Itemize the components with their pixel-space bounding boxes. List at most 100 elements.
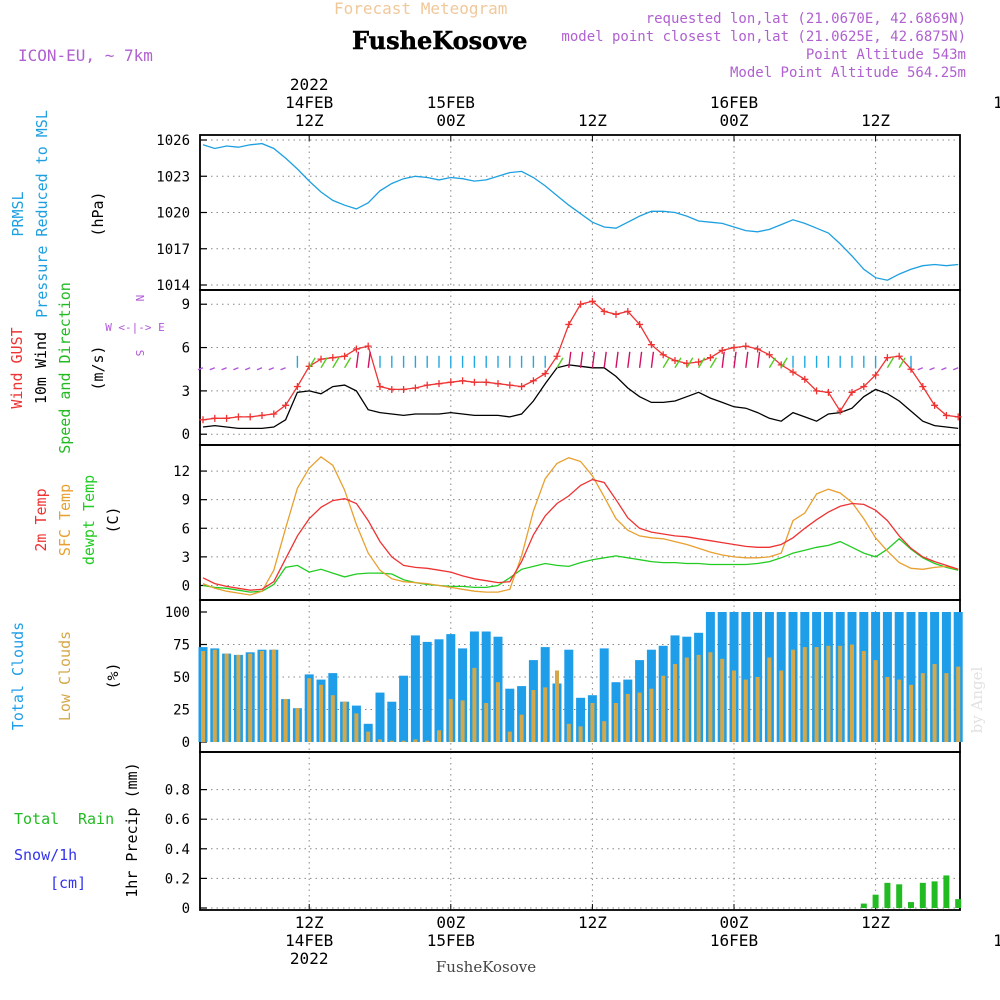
rain-bar [908, 902, 914, 908]
gust-marker [305, 362, 313, 370]
time-label-bottom: 12Z [295, 913, 324, 932]
gust-marker [565, 320, 573, 328]
low-cloud-bar [755, 677, 760, 742]
prmsl-label: PRMSL [9, 191, 27, 236]
wind-direction-arrow [367, 351, 371, 368]
low-cloud-bar [413, 739, 418, 742]
time-label-top: 14FEB [285, 93, 333, 112]
y-tick-label: 1026 [156, 133, 190, 149]
time-label-top: 2022 [290, 75, 329, 94]
gust-marker [954, 413, 962, 421]
y-tick-label: 0.4 [165, 842, 190, 858]
watermark: by Angel [968, 666, 986, 733]
gust-marker [801, 375, 809, 383]
gust-marker [400, 385, 408, 393]
low-cloud-bar [708, 652, 713, 742]
precip-unit: 1hr Precip (mm) [123, 762, 141, 897]
closest-coords: model point closest lon,lat (21.0625E, 4… [561, 29, 966, 45]
wind-direction-arrow [917, 367, 924, 371]
gust-marker [411, 384, 419, 392]
rain-bar [919, 882, 926, 908]
gust-marker [470, 378, 478, 386]
low-cloud-bar [956, 666, 961, 742]
gust-marker [447, 378, 455, 386]
wind-direction-arrow [197, 367, 204, 371]
wind-direction-arrow [898, 357, 906, 369]
low-cloud-bar [637, 692, 642, 742]
low-cloud-bar [496, 682, 500, 742]
wind-direction-arrow [615, 351, 619, 368]
gust-marker [246, 413, 254, 421]
rain-bar [943, 875, 950, 908]
wind-dir-label: Speed and Direction [56, 282, 74, 454]
low-cloud-bar [389, 740, 394, 742]
gust-marker [577, 300, 585, 308]
total-cloud-bar [375, 692, 385, 742]
gust-marker [329, 354, 337, 362]
gust-marker [718, 346, 726, 354]
y-tick-label: 3 [182, 384, 190, 400]
temp-dewpt-label: dewpt Temp [80, 475, 98, 565]
wind-gust-line [202, 300, 959, 421]
wind-direction-arrow [591, 351, 596, 368]
low-cloud-bar [861, 651, 866, 742]
total-cloud-bar [906, 612, 916, 742]
gust-marker [813, 387, 821, 395]
total-cloud-bar [576, 697, 586, 742]
gust-marker [612, 310, 620, 318]
sfc-temp-line [202, 455, 959, 596]
total-cloud-bar [446, 634, 456, 742]
low-cloud-bar [720, 658, 725, 742]
wind-direction-arrow [308, 357, 316, 369]
y-tick-label: 0.2 [165, 871, 190, 887]
wind-unit: (m/s) [89, 345, 107, 390]
y-tick-label: 12 [173, 464, 190, 480]
snow-unit: [cm] [50, 874, 86, 892]
time-label-bottom: 14FEB [285, 931, 333, 950]
time-label-bottom: 00Z [720, 913, 749, 932]
panel-frame [199, 444, 961, 601]
low-cloud-bar [838, 645, 843, 742]
time-label-bottom: 16FEB [710, 931, 758, 950]
rain-bar [896, 884, 903, 908]
wind-direction-arrow [756, 351, 761, 368]
gust-marker [600, 307, 608, 315]
wind-direction-arrow [343, 357, 352, 369]
low-cloud-bar [590, 703, 595, 742]
gust-marker [388, 385, 396, 393]
low-cloud-bar [507, 731, 512, 742]
low-cloud-bar [212, 649, 217, 742]
low-cloud-bar [319, 684, 323, 742]
wind-10m-label: 10m Wind [32, 332, 50, 404]
gust-marker [659, 351, 667, 359]
rain-label: Rain [78, 810, 114, 828]
gust-marker [270, 410, 278, 418]
gust-marker [931, 401, 939, 409]
y-tick-label: 25 [173, 703, 190, 719]
low-cloud-bar [295, 708, 300, 742]
y-tick-label: 75 [173, 638, 190, 654]
y-tick-label: 9 [182, 493, 190, 509]
model-altitude: Model Point Altitude 564.25m [730, 65, 966, 81]
low-cloud-bar [437, 730, 441, 742]
gust-marker [860, 383, 868, 391]
y-tick-label: 3 [182, 550, 190, 566]
panel-frame [199, 751, 961, 911]
wind-direction-arrow [686, 357, 694, 369]
gust-marker [494, 380, 502, 388]
temp-2m-line [202, 478, 959, 591]
gust-marker [435, 380, 443, 388]
y-tick-label: 50 [173, 670, 190, 686]
rain-bar [884, 882, 891, 908]
y-tick-label: 1014 [156, 278, 190, 294]
gust-marker [730, 344, 738, 352]
total-cloud-bar [399, 675, 409, 742]
y-tick-label: 0.6 [165, 812, 190, 828]
wind-direction-arrow [268, 367, 275, 371]
gust-marker [211, 414, 219, 422]
gust-marker [459, 377, 467, 385]
wind-direction-arrow [952, 367, 959, 371]
low-cloud-bar [614, 703, 618, 742]
time-label-bottom: 00Z [436, 913, 465, 932]
